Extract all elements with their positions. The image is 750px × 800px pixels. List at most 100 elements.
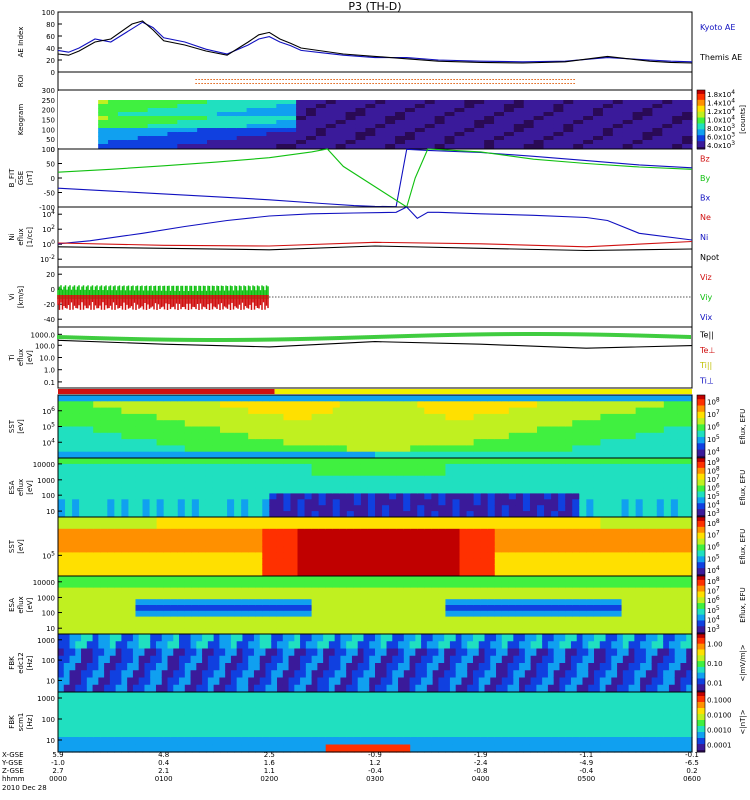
- sst_e-spectrogram: [58, 395, 693, 459]
- bfit-ylabel: GSE: [17, 171, 25, 185]
- bfit-ylabel: [nT]: [26, 171, 34, 185]
- ni-ytick: 100: [42, 239, 55, 249]
- ti-ytick: 100.0: [35, 342, 55, 350]
- footer-value: 0.4: [158, 759, 170, 767]
- keogram-ytick: 150: [42, 117, 55, 125]
- footer-value: 1.6: [264, 759, 276, 767]
- bfit-frame: [57, 148, 693, 208]
- footer-value: 0100: [155, 775, 173, 783]
- esa_e-cbtick: 107: [707, 474, 720, 484]
- sst_i-cbtick: 105: [707, 553, 720, 563]
- esa_i-cbtick: 103: [707, 624, 720, 634]
- ae-legend-kyoto: Kyoto AE: [700, 23, 735, 32]
- sst_e-ytick: 104: [42, 437, 55, 447]
- esa_e-ylabel: [eV]: [26, 480, 34, 495]
- ni-legend-0: Ne: [700, 213, 711, 222]
- esa_i-ylabel: ESA: [8, 598, 16, 612]
- fbk1-ylabel: edc12: [17, 652, 25, 674]
- esa_e-cbtick: 104: [707, 499, 720, 509]
- footer-value: 0600: [683, 775, 701, 783]
- ae-ylabel: AE Index: [17, 27, 25, 58]
- ae-ytick: 40: [46, 45, 55, 53]
- vi-legend-0: Viz: [700, 273, 712, 282]
- npot-line: [57, 245, 693, 252]
- keogram-ytick: 300: [42, 87, 55, 95]
- esa_i-ytick: 10: [46, 625, 55, 633]
- sst_i-ylabel: SST: [8, 539, 16, 553]
- sst_i-spectrogram: [58, 517, 693, 577]
- fbk1-cbtick: 0.10: [707, 660, 723, 668]
- esa_i-cbtick: 105: [707, 605, 720, 615]
- vi-ylabel: [km/s]: [17, 286, 25, 309]
- ti-legend-3: Ti⊥: [699, 376, 714, 385]
- fbk2-spectrogram: [58, 692, 693, 753]
- ti-legend-1: Te⊥: [699, 346, 715, 355]
- bfit-legend-0: Bz: [700, 155, 710, 164]
- fbk2-cbtick: 0.0100: [707, 712, 732, 720]
- sst_i-cbtick: 104: [707, 565, 720, 575]
- keogram-ytick: 100: [42, 126, 55, 134]
- fbk2-ylabel: [Hz]: [26, 715, 34, 730]
- footer-value: 0500: [577, 775, 595, 783]
- footer-value: 0000: [49, 775, 67, 783]
- ae-legend-themis: Themis AE: [699, 53, 742, 62]
- fbk1-colorbar: [696, 633, 706, 693]
- themis-ae-line: [57, 20, 693, 64]
- esa_e-cbtick: 108: [707, 466, 720, 476]
- footer-value: 2.7: [52, 767, 63, 775]
- ae-frame: [57, 11, 693, 73]
- sst_e-ytick: 106: [42, 406, 55, 416]
- footer-value: 0300: [366, 775, 384, 783]
- esa_i-cbtick: 107: [707, 586, 720, 596]
- esa_i-spectrogram: [58, 576, 693, 635]
- vi-ytick: 20: [46, 271, 55, 279]
- vi-legend-2: Vix: [700, 313, 713, 322]
- footer-value: -1.1: [579, 751, 593, 759]
- vi-ytick: -20: [44, 301, 55, 309]
- sst_i-ylabel: [eV]: [17, 539, 25, 554]
- esa_i-ylabel: [eV]: [26, 597, 34, 612]
- keogram-ytick: 200: [42, 107, 55, 115]
- esa_e-ytick: 1000: [37, 477, 55, 485]
- footer-value: 1.1: [264, 767, 275, 775]
- keogram-cbtick: 1.0x104: [707, 115, 735, 125]
- esa_i-ytick: 10000: [33, 579, 55, 587]
- footer-value: 5.9: [52, 751, 63, 759]
- ni-ylabel: Ni: [8, 233, 16, 240]
- footer-row-label: X-GSE: [2, 751, 24, 759]
- ni-line: [57, 206, 693, 245]
- footer-date: 2010 Dec 28: [2, 784, 47, 792]
- esa_e-spectrogram: [58, 458, 693, 518]
- sst_e-cbtick: 105: [707, 434, 720, 444]
- esa_i-ylabel: eflux: [17, 596, 25, 613]
- keogram-colorbar: [696, 89, 706, 150]
- fbk2-colorbar: [696, 691, 706, 753]
- esa_e-cblabel: Eflux, EFU: [739, 470, 747, 505]
- footer-value: -4.9: [579, 759, 593, 767]
- vi-ylabel: Vi: [8, 294, 16, 301]
- sst_e-cbtick: 108: [707, 396, 720, 406]
- bx-line: [57, 148, 693, 208]
- esa_e-ytick: 100: [42, 492, 55, 500]
- sst_e-cbtick: 107: [707, 409, 720, 419]
- footer-value: -2.4: [474, 759, 488, 767]
- mode-bar-red: [58, 389, 275, 394]
- fbk2-ytick: 100: [42, 716, 55, 724]
- fbk1-ytick: 100: [42, 657, 55, 665]
- esa_e-ylabel: ESA: [8, 480, 16, 494]
- footer-row-label: hhmm: [2, 775, 25, 783]
- esa_i-cbtick: 108: [707, 576, 720, 586]
- ae-ytick: 80: [46, 21, 55, 29]
- plot-title: P3 (TH-D): [348, 0, 402, 13]
- sst_i-cbtick: 107: [707, 530, 720, 540]
- fbk2-ylabel: scm1: [17, 713, 25, 732]
- keogram-cblabel: [counts]: [739, 105, 747, 134]
- footer-value: 0.2: [686, 767, 697, 775]
- esa_i-colorbar: [696, 575, 706, 635]
- fbk2-cblabel: <|nT|>: [739, 709, 747, 734]
- ti-ytick: 0.1: [44, 379, 55, 387]
- ti-ylabel: eflux: [17, 349, 25, 366]
- sst_i-cbtick: 106: [707, 542, 720, 552]
- esa_e-cbtick: 105: [707, 491, 720, 501]
